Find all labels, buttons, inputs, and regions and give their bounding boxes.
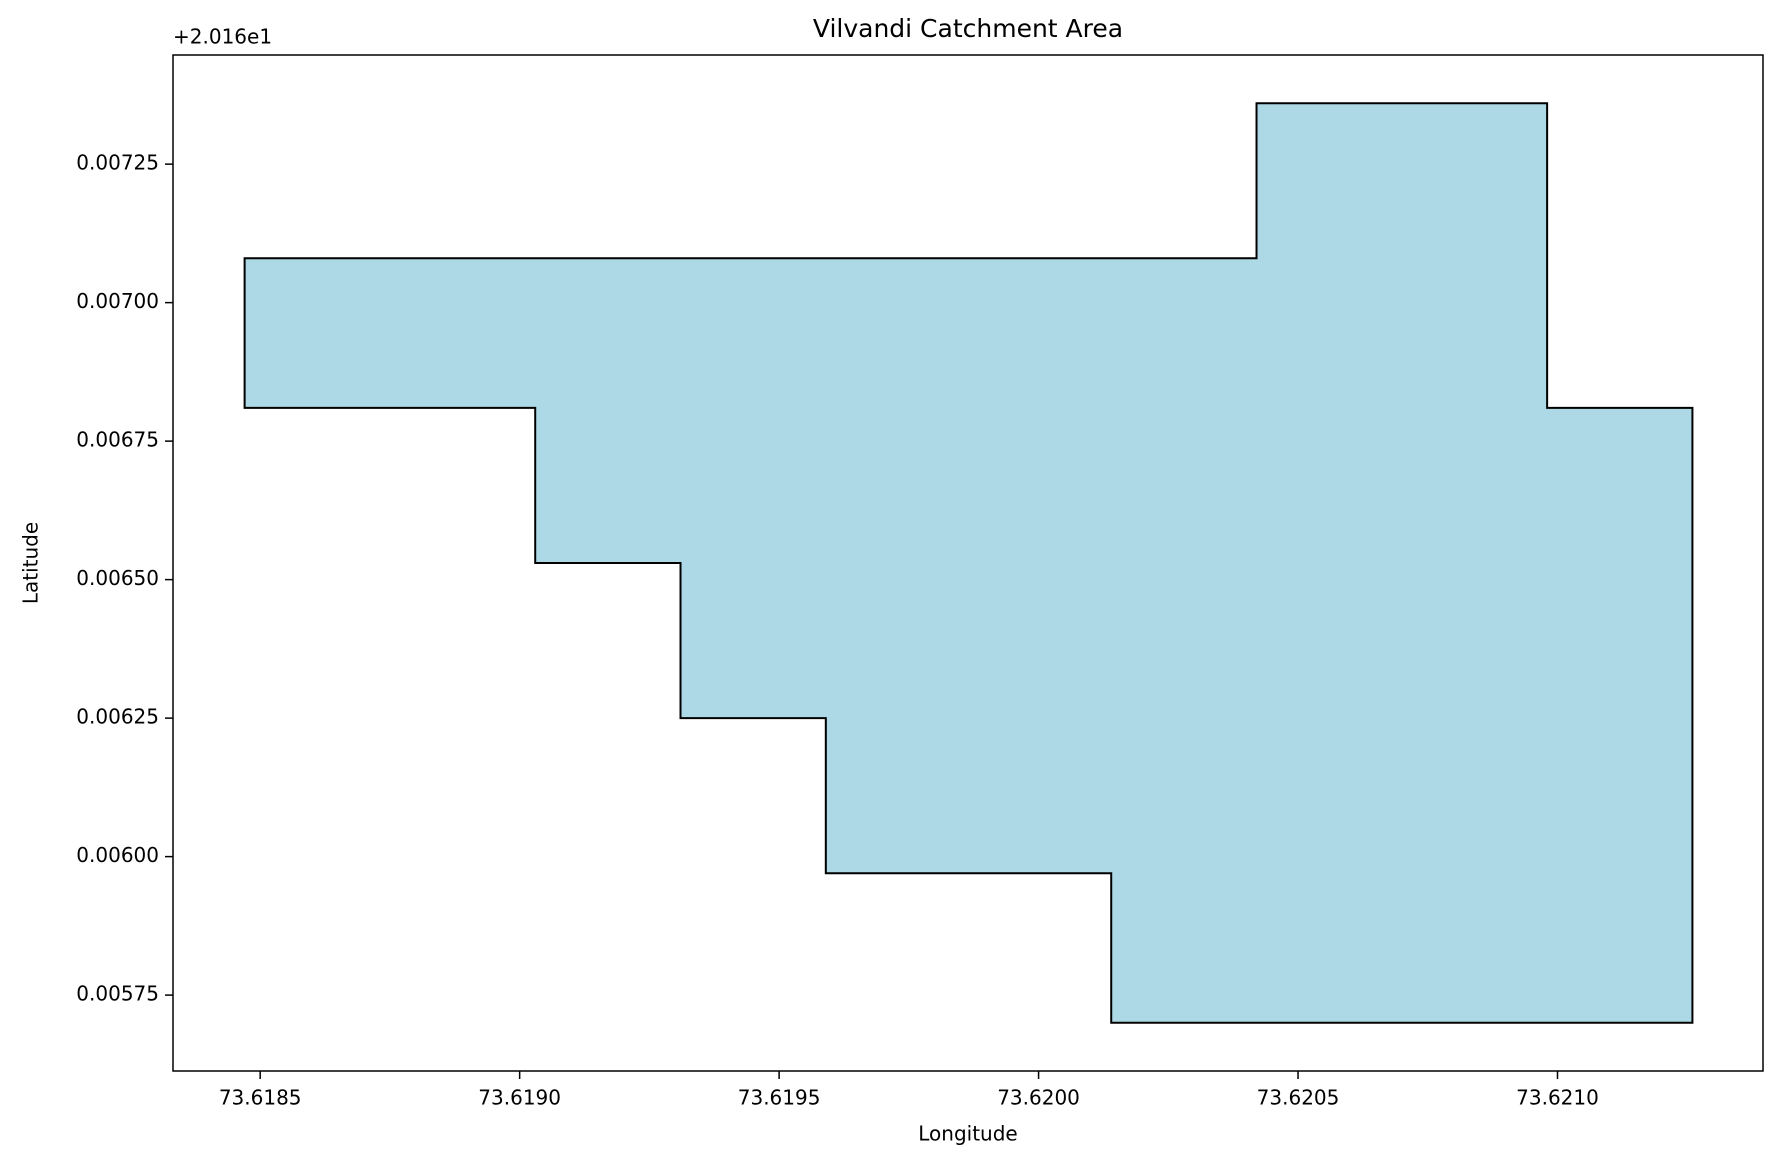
x-tick-label: 73.6190 [478, 1086, 561, 1110]
x-tick-label: 73.6185 [219, 1086, 302, 1110]
x-tick-label: 73.6210 [1516, 1086, 1599, 1110]
x-tick-label: 73.6200 [997, 1086, 1080, 1110]
y-tick-label: 0.00700 [76, 289, 159, 313]
y-tick-label: 0.00600 [76, 843, 159, 867]
y-tick-label: 0.00575 [76, 982, 159, 1006]
plot-frame [172, 54, 1764, 1072]
catchment-polygon [243, 102, 1694, 1024]
x-tick-label: 73.6195 [738, 1086, 821, 1110]
y-tick-label: 0.00675 [76, 428, 159, 452]
x-axis-label: Longitude [918, 1122, 1017, 1146]
x-tick-label: 73.6205 [1257, 1086, 1340, 1110]
y-axis-label: Latitude [19, 522, 43, 604]
y-offset-label: +2.016e1 [173, 25, 272, 49]
y-tick-label: 0.00625 [76, 705, 159, 729]
chart-title: Vilvandi Catchment Area [813, 14, 1123, 43]
y-tick-label: 0.00650 [76, 566, 159, 590]
y-tick-label: 0.00725 [76, 151, 159, 175]
